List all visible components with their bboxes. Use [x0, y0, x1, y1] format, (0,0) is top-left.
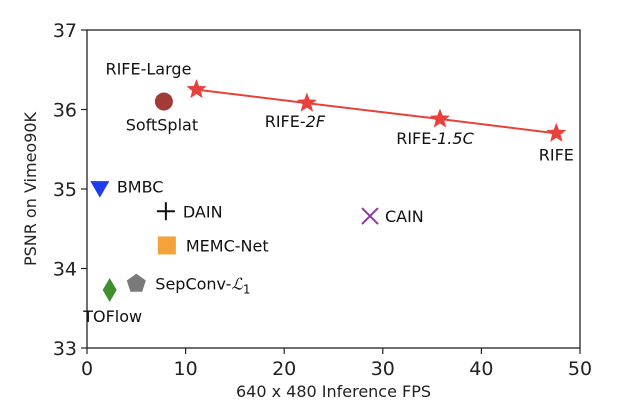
- marks: [90, 78, 567, 302]
- x-tick-label: 20: [272, 358, 296, 380]
- marker-memc-net: [157, 236, 176, 255]
- label-cain: CAIN: [385, 207, 424, 226]
- rife-series-line: [196, 88, 557, 135]
- x-axis-label: 640 x 480 Inference FPS: [236, 382, 431, 401]
- label-rife-large: RIFE-Large: [105, 60, 191, 79]
- marker-toflow: [102, 277, 117, 302]
- y-tick-label: 34: [53, 259, 77, 281]
- marker-bmbc: [90, 181, 110, 198]
- x-tick-label: 30: [371, 358, 395, 380]
- marker-cain: [361, 207, 379, 225]
- label-softsplat: SoftSplat: [126, 116, 198, 135]
- label-rife: RIFE: [539, 145, 574, 164]
- x-tick-label: 10: [174, 358, 198, 380]
- label-rife-1-5c: RIFE-1.5C: [396, 129, 474, 148]
- marker-sepconv: [126, 273, 146, 292]
- label-toflow: TOFlow: [82, 307, 142, 326]
- y-tick-label: 36: [53, 100, 77, 122]
- data-labels: RIFE-Large RIFE-2F RIFE-1.5C RIFE SoftSplat B…: [82, 60, 574, 326]
- label-memc-net: MEMC-Net: [186, 236, 269, 255]
- star-marker-rife-large: [186, 78, 207, 99]
- label-sepconv: SepConv-ℒ1: [155, 275, 250, 297]
- marker-dain: [156, 202, 175, 221]
- y-tick-label: 35: [53, 179, 77, 201]
- star-marker-rife-1-5c: [429, 108, 451, 128]
- x-tick-label: 50: [568, 358, 592, 380]
- y-tick-label: 37: [53, 20, 77, 42]
- y-axis-label: PSNR on Vimeo90K: [21, 111, 40, 266]
- label-dain: DAIN: [183, 202, 223, 221]
- star-marker-rife: [546, 122, 567, 143]
- x-tick-label: 40: [469, 358, 493, 380]
- x-tick-label: 0: [81, 358, 93, 380]
- star-marker-rife-2f: [296, 92, 318, 112]
- y-tick-label: 33: [53, 338, 77, 360]
- label-rife-2f: RIFE-2F: [265, 112, 326, 131]
- marker-softsplat: [154, 92, 173, 111]
- label-bmbc: BMBC: [117, 178, 164, 197]
- axes: 0 10 20 30 40 50 33 34 35 36 37 640 x 480 Inference…: [21, 20, 592, 401]
